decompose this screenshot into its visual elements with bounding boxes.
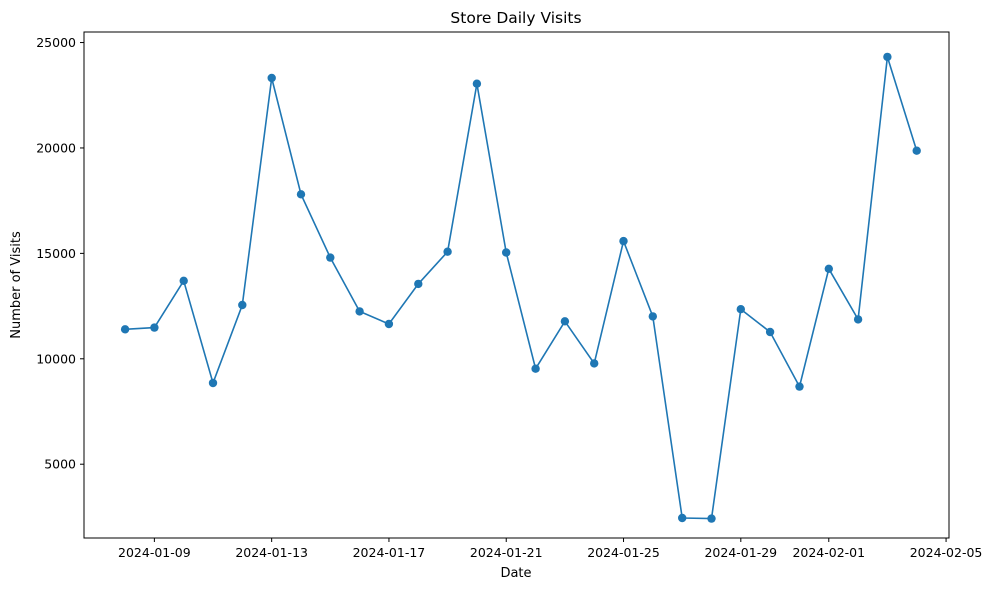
data-point <box>472 79 482 88</box>
plot-frame <box>83 31 950 539</box>
chart-title: Store Daily Visits <box>450 9 581 27</box>
y-tick-label: 25000 <box>36 35 76 50</box>
y-tick-label: 20000 <box>36 140 76 155</box>
data-point <box>355 307 364 316</box>
x-axis: 2024-01-09 2024-01-13 2024-01-17 2024-01-21… <box>118 538 982 560</box>
y-tick-label: 5000 <box>44 457 76 472</box>
data-point <box>384 319 394 329</box>
x-tick-label: 2024-01-13 <box>235 545 308 560</box>
data-point <box>912 146 921 155</box>
series-layer <box>120 52 921 523</box>
y-tick-label: 15000 <box>36 246 76 261</box>
data-point <box>443 247 452 256</box>
data-point <box>267 73 276 83</box>
data-point <box>120 325 130 334</box>
y-axis-label: Number of Visits <box>9 231 24 339</box>
x-tick-label: 2024-01-25 <box>587 545 660 560</box>
x-axis-label: Date <box>500 566 531 581</box>
y-tick-label: 10000 <box>36 351 76 366</box>
data-point <box>590 359 599 368</box>
data-point <box>502 248 511 257</box>
data-point <box>883 52 892 62</box>
x-tick-label: 2024-01-29 <box>704 545 777 560</box>
x-tick-label: 2024-02-05 <box>910 545 983 560</box>
data-point <box>795 382 804 391</box>
data-point <box>707 514 716 523</box>
data-point <box>765 327 775 337</box>
series-line <box>125 56 918 520</box>
x-tick-label: 2024-01-09 <box>118 545 191 560</box>
data-point <box>648 312 657 321</box>
data-point <box>238 300 247 310</box>
data-point <box>414 279 423 289</box>
data-point <box>326 253 335 262</box>
data-point <box>296 190 306 199</box>
data-point <box>619 236 628 246</box>
data-point <box>179 276 188 285</box>
data-point <box>736 305 745 314</box>
data-point <box>560 317 570 326</box>
data-point <box>824 264 833 273</box>
data-point <box>853 315 863 324</box>
y-axis: 5000 10000 15000 20000 25000 <box>36 35 84 472</box>
data-point <box>208 378 218 388</box>
data-point <box>150 323 159 332</box>
data-point <box>678 513 687 523</box>
plot-area <box>83 31 950 539</box>
x-tick-label: 2024-02-01 <box>792 545 865 560</box>
data-point <box>531 364 540 373</box>
x-tick-label: 2024-01-17 <box>353 545 426 560</box>
x-tick-label: 2024-01-21 <box>470 545 543 560</box>
